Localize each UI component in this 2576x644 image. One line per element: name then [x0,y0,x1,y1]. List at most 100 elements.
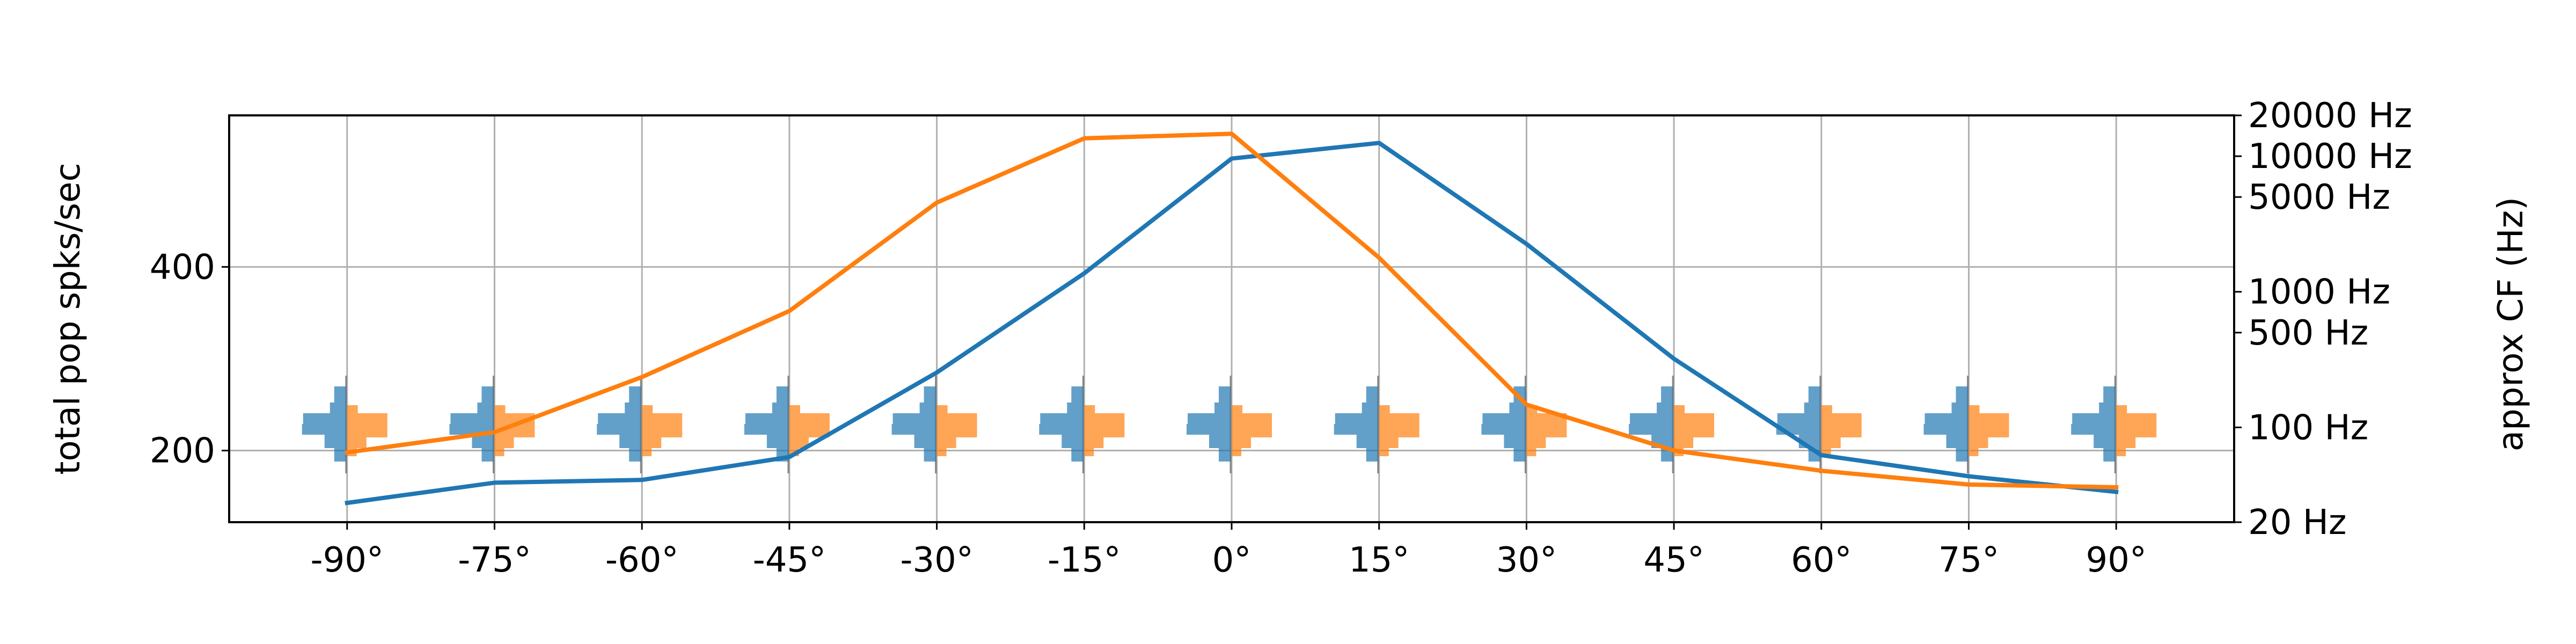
marker-bar-left [619,435,641,448]
marker-bar-left [1513,448,1526,462]
inset-marker [449,376,535,473]
y-axis-ticks: 200 400 [150,247,229,471]
marker-bar-right [2116,413,2157,427]
marker-bar-left [744,424,788,435]
marker-bar-right [1526,427,1567,437]
marker-bar-left [1188,413,1231,424]
marker-bar-left [1629,424,1673,435]
marker-bar-right [1821,427,1862,437]
marker-bar-left [1482,413,1526,424]
marker-bar-left [1219,386,1231,402]
right-tick-label: 20000 Hz [2248,96,2412,136]
marker-bar-right [1526,437,1546,448]
marker-bar-right [2116,427,2157,437]
marker-bar-right [1674,413,1715,427]
marker-bar-left [1657,402,1673,413]
inset-marker [2071,376,2157,473]
inset-marker [1481,376,1567,473]
marker-bar-right [494,448,504,456]
x-tick-label: 45° [1643,540,1704,580]
marker-bar-left [1067,402,1084,413]
marker-bar-right [1379,437,1399,448]
marker-bar-right [1379,427,1419,437]
marker-bar-left [766,435,788,448]
inset-marker [1923,376,2009,473]
inset-marker [1187,376,1272,473]
y-tick-label: 200 [150,431,215,471]
marker-bar-right [1968,413,2009,427]
marker-bar-left [1808,386,1820,402]
marker-bar-left [477,402,494,413]
marker-bar-left [1366,386,1378,402]
marker-bar-right [642,405,653,413]
marker-bar-left [1214,402,1231,413]
marker-bar-left [2072,413,2116,424]
inset-marker [891,376,977,473]
marker-bar-right [936,427,977,437]
marker-bar-left [1956,448,1968,462]
marker-bar-right [347,427,387,437]
x-tick-label: 75° [1938,540,1999,580]
marker-bar-right [1968,448,1979,456]
marker-bar-left [1334,424,1378,435]
right-tick-label: 5000 Hz [2248,178,2390,217]
marker-bar-left [1362,402,1378,413]
marker-bar-right [1084,427,1125,437]
marker-bar-right [1379,413,1419,427]
marker-bar-left [302,424,346,435]
marker-bar-left [914,435,936,448]
marker-bar-right [1232,405,1242,413]
marker-bar-right [936,448,947,456]
marker-bar-right [936,413,977,427]
marker-bar-right [1379,448,1389,456]
y-tick-label: 400 [150,247,215,287]
marker-bar-right [1084,448,1094,456]
series-point [1968,484,1970,485]
marker-bar-left [1804,402,1820,413]
series-point [494,431,495,433]
marker-bar-left [1187,424,1231,435]
x-tick-label: -60° [605,540,679,580]
marker-bar-right [2116,405,2127,413]
marker-bar-right [642,448,652,456]
marker-bar-right [494,405,506,413]
marker-bar-left [891,424,936,435]
marker-bar-left [625,402,641,413]
marker-bar-left [1335,413,1378,424]
grid-lines [229,115,2234,522]
inset-marker [302,376,387,473]
marker-bar-left [330,402,346,413]
marker-bar-left [2099,402,2116,413]
marker-bar-left [629,448,641,462]
marker-bar-right [1232,448,1241,456]
marker-bar-right [347,413,387,427]
marker-bar-left [1924,413,1968,424]
marker-bar-left [772,402,788,413]
marker-bar-right [1821,413,1862,427]
marker-bar-left [1661,386,1673,402]
marker-bar-left [2094,435,2116,448]
marker-bar-left [924,386,936,402]
marker-bar-right [642,413,683,427]
x-tick-label: -90° [310,540,384,580]
marker-bar-left [2103,448,2116,462]
x-tick-label: 15° [1349,540,1409,580]
series-point [1084,273,1085,274]
marker-bar-left [1071,386,1084,402]
marker-bar-right [789,427,830,437]
marker-bar-right [1232,437,1251,448]
marker-bar-right [789,437,809,448]
x-tick-label: 90° [2086,540,2147,580]
marker-bar-right [936,405,948,413]
marker-bar-left [745,413,788,424]
x-tick-label: 0° [1212,540,1252,580]
marker-bar-right [1232,413,1272,427]
marker-bar-left [1481,424,1526,435]
marker-bar-left [1951,402,1968,413]
marker-bar-left [2071,424,2116,435]
marker-bar-left [1366,448,1378,462]
marker-bar-right [494,437,514,448]
marker-bar-left [1071,448,1084,462]
right-axis-label: approx CF (Hz) [2491,197,2531,451]
